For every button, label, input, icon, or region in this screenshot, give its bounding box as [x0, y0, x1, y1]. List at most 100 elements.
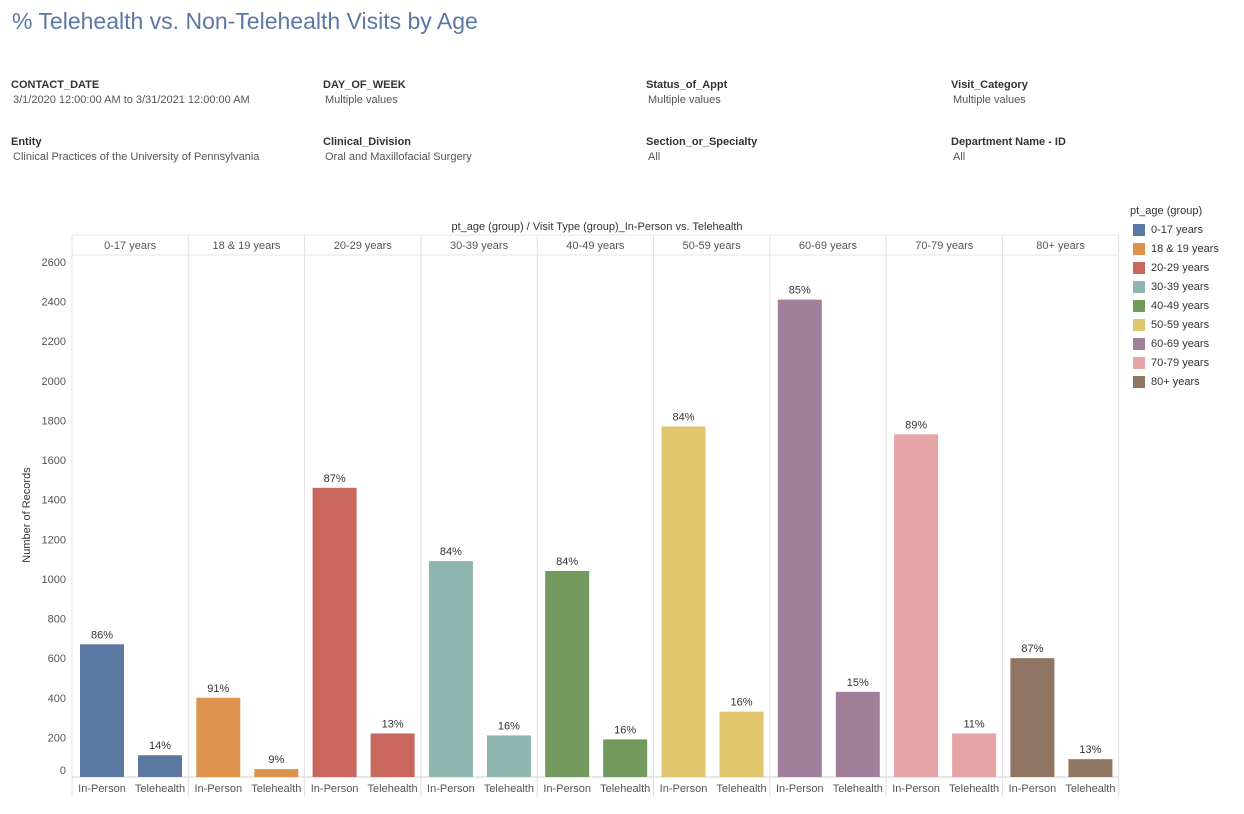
filter-status-of-appt[interactable]: Status_of_Appt Multiple values	[646, 79, 946, 106]
filter-contact-date[interactable]: CONTACT_DATE 3/1/2020 12:00:00 AM to 3/3…	[11, 79, 311, 106]
bar-data-label: 16%	[730, 697, 752, 709]
bar-data-label: 9%	[268, 754, 284, 766]
filter-department-name[interactable]: Department Name - ID All	[951, 136, 1221, 163]
y-tick-label: 1400	[42, 495, 66, 507]
x-tick-label: In-Person	[427, 783, 475, 795]
bar-data-label: 13%	[382, 718, 404, 730]
legend[interactable]: pt_age (group) 0-17 years 18 & 19 years 20…	[1130, 205, 1219, 391]
pane-header-label: 18 & 19 years	[213, 240, 281, 252]
x-tick-label: Telehealth	[833, 783, 883, 795]
filter-value: Multiple values	[325, 94, 398, 106]
legend-label: 50-59 years	[1151, 318, 1210, 331]
legend-item[interactable]: 0-17 years	[1130, 220, 1219, 239]
legend-title: pt_age (group)	[1130, 205, 1203, 217]
y-tick-label: 1800	[42, 415, 66, 427]
page-title: % Telehealth vs. Non-Telehealth Visits b…	[12, 8, 478, 34]
bar-data-label: 87%	[324, 473, 346, 485]
filter-entity[interactable]: Entity Clinical Practices of the Univers…	[11, 136, 311, 163]
legend-item[interactable]: 18 & 19 years	[1130, 239, 1219, 258]
filter-visit-category[interactable]: Visit_Category Multiple values	[951, 79, 1221, 106]
legend-label: 18 & 19 years	[1151, 242, 1219, 255]
x-tick-label: In-Person	[1009, 783, 1057, 795]
x-tick-label: In-Person	[660, 783, 708, 795]
legend-item[interactable]: 70-79 years	[1130, 353, 1219, 372]
filter-name: Status_of_Appt	[646, 79, 728, 91]
x-tick-label: Telehealth	[135, 783, 185, 795]
filter-value: All	[648, 151, 661, 163]
bar-data-label: 84%	[440, 546, 462, 558]
legend-swatch	[1133, 223, 1145, 236]
x-tick-label: Telehealth	[949, 783, 999, 795]
legend-swatch	[1133, 337, 1145, 350]
y-tick-label: 0	[60, 765, 66, 777]
bar	[80, 644, 124, 777]
legend-item[interactable]: 50-59 years	[1130, 315, 1219, 334]
bar	[777, 299, 822, 777]
legend-item[interactable]: 30-39 years	[1130, 277, 1219, 296]
pane-header-label: 20-29 years	[334, 240, 393, 252]
legend-label: 0-17 years	[1151, 223, 1203, 236]
filter-day-of-week[interactable]: DAY_OF_WEEK Multiple values	[323, 79, 623, 106]
chart-header: pt_age (group) / Visit Type (group)_In-P…	[451, 221, 742, 233]
legend-swatch	[1133, 280, 1145, 293]
pane-header-label: 70-79 years	[915, 240, 974, 252]
bar-data-label: 13%	[1079, 744, 1101, 756]
legend-item[interactable]: 20-29 years	[1130, 258, 1219, 277]
legend-label: 30-39 years	[1151, 280, 1210, 293]
bar-data-label: 16%	[614, 724, 636, 736]
x-tick-label: In-Person	[311, 783, 359, 795]
pane-header-label: 40-49 years	[566, 240, 625, 252]
bar-data-label: 84%	[672, 411, 694, 423]
bar	[138, 755, 182, 777]
bar	[1010, 658, 1055, 777]
filter-name: Department Name - ID	[951, 136, 1066, 148]
legend-item[interactable]: 60-69 years	[1130, 334, 1219, 353]
bar	[719, 711, 764, 777]
pane-header-label: 50-59 years	[683, 240, 742, 252]
bar-data-label: 15%	[847, 677, 869, 689]
x-tick-label: Telehealth	[1065, 783, 1115, 795]
bar	[835, 691, 880, 777]
filter-value: Multiple values	[953, 94, 1026, 106]
bar	[1068, 759, 1113, 777]
x-tick-label: Telehealth	[251, 783, 301, 795]
y-tick-label: 2600	[42, 257, 66, 269]
y-tick-label: 2400	[42, 297, 66, 309]
y-tick-label: 200	[48, 732, 66, 744]
y-tick-label: 1600	[42, 455, 66, 467]
filter-clinical-division[interactable]: Clinical_Division Oral and Maxillofacial…	[323, 136, 623, 163]
bar-data-label: 14%	[149, 740, 171, 752]
legend-item[interactable]: 40-49 years	[1130, 296, 1219, 315]
legend-label: 80+ years	[1151, 375, 1200, 388]
bar-data-label: 16%	[498, 720, 520, 732]
x-tick-label: In-Person	[543, 783, 591, 795]
pane-header-label: 80+ years	[1036, 240, 1085, 252]
x-tick-label: In-Person	[892, 783, 940, 795]
bar	[603, 739, 648, 777]
legend-label: 70-79 years	[1151, 356, 1210, 369]
legend-swatch	[1133, 299, 1145, 312]
bar	[894, 434, 939, 777]
filter-name: Section_or_Specialty	[646, 136, 758, 148]
bar	[254, 769, 299, 777]
filter-name: Visit_Category	[951, 79, 1028, 91]
filter-name: Clinical_Division	[323, 136, 412, 148]
bar	[196, 697, 241, 777]
bar-data-label: 86%	[91, 629, 113, 641]
legend-swatch	[1133, 375, 1145, 388]
legend-label: 20-29 years	[1151, 261, 1210, 274]
filter-name: CONTACT_DATE	[11, 79, 100, 91]
filter-section-or-specialty[interactable]: Section_or_Specialty All	[646, 136, 946, 163]
x-tick-label: Telehealth	[484, 783, 534, 795]
bar-data-label: 84%	[556, 556, 578, 568]
bar-data-label: 87%	[1021, 643, 1043, 655]
x-tick-label: In-Person	[78, 783, 126, 795]
y-tick-label: 2000	[42, 376, 66, 388]
y-tick-label: 1200	[42, 534, 66, 546]
x-tick-label: In-Person	[194, 783, 242, 795]
x-tick-label: Telehealth	[600, 783, 650, 795]
filter-value: 3/1/2020 12:00:00 AM to 3/31/2021 12:00:…	[13, 94, 250, 106]
legend-item[interactable]: 80+ years	[1130, 372, 1219, 391]
bar	[545, 571, 590, 777]
